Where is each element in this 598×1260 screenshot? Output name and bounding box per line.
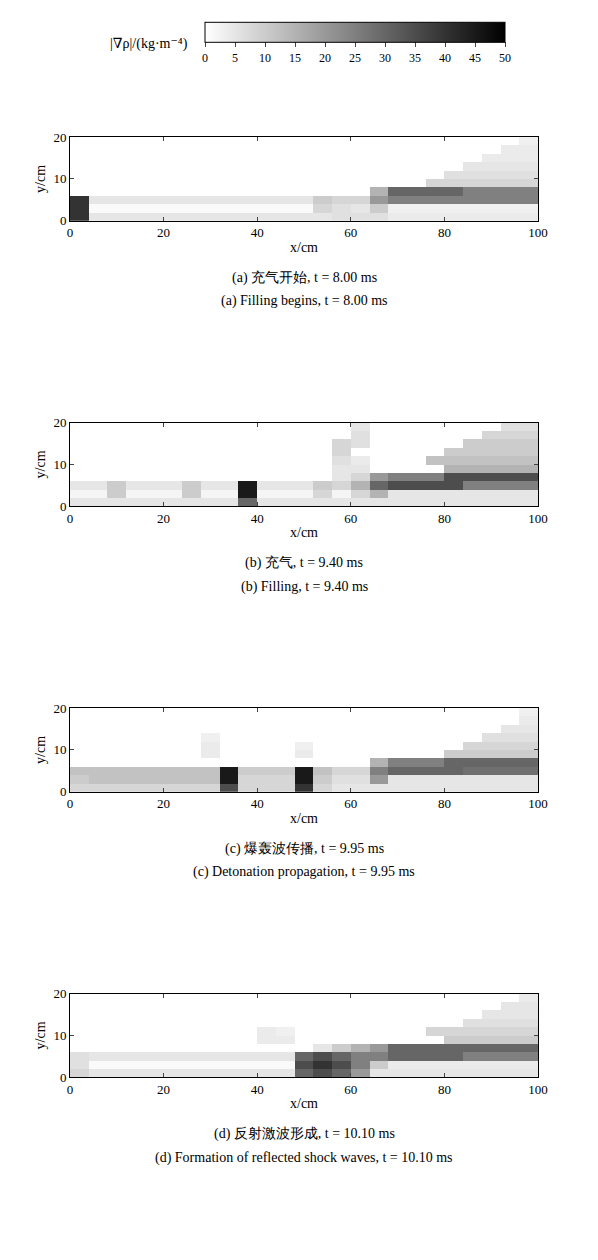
svg-text:10: 10 (53, 171, 66, 186)
svg-text:20: 20 (157, 796, 170, 811)
svg-text:80: 80 (438, 225, 451, 240)
svg-text:0: 0 (202, 51, 208, 65)
svg-text:x/cm: x/cm (290, 240, 318, 255)
svg-text:0: 0 (60, 1070, 67, 1085)
svg-text:45: 45 (469, 51, 481, 65)
svg-text:(d) 反射激波形成, t = 10.10 ms: (d) 反射激波形成, t = 10.10 ms (214, 1126, 395, 1142)
svg-text:(c) Detonation propagation, t: (c) Detonation propagation, t = 9.95 ms (193, 864, 415, 880)
svg-text:10: 10 (53, 742, 66, 757)
svg-text:x/cm: x/cm (290, 525, 318, 540)
svg-text:35: 35 (409, 51, 421, 65)
svg-text:5: 5 (232, 51, 238, 65)
svg-text:100: 100 (528, 225, 548, 240)
svg-text:40: 40 (251, 796, 264, 811)
svg-text:y/cm: y/cm (33, 736, 48, 764)
svg-text:0: 0 (60, 213, 67, 228)
svg-text:60: 60 (344, 511, 357, 526)
svg-text:20: 20 (157, 1082, 170, 1097)
svg-text:60: 60 (344, 225, 357, 240)
svg-text:|∇ρ|/(kg·m⁻⁴): |∇ρ|/(kg·m⁻⁴) (110, 36, 188, 52)
svg-text:0: 0 (60, 499, 67, 514)
svg-text:80: 80 (438, 511, 451, 526)
svg-text:50: 50 (499, 51, 511, 65)
svg-text:60: 60 (344, 796, 357, 811)
svg-text:x/cm: x/cm (290, 811, 318, 826)
svg-text:0: 0 (67, 511, 74, 526)
svg-text:y/cm: y/cm (33, 450, 48, 478)
svg-text:(c) 爆轰波传播, t = 9.95 ms: (c) 爆轰波传播, t = 9.95 ms (225, 841, 384, 857)
svg-text:100: 100 (528, 1082, 548, 1097)
svg-text:80: 80 (438, 1082, 451, 1097)
svg-text:100: 100 (528, 796, 548, 811)
svg-text:10: 10 (259, 51, 271, 65)
svg-text:20: 20 (157, 225, 170, 240)
svg-text:40: 40 (251, 511, 264, 526)
svg-text:40: 40 (439, 51, 451, 65)
svg-text:20: 20 (53, 415, 66, 430)
svg-text:80: 80 (438, 796, 451, 811)
svg-text:15: 15 (289, 51, 301, 65)
svg-text:0: 0 (67, 225, 74, 240)
svg-text:0: 0 (60, 784, 67, 799)
svg-text:y/cm: y/cm (33, 1021, 48, 1049)
svg-text:10: 10 (53, 457, 66, 472)
svg-text:60: 60 (344, 1082, 357, 1097)
svg-text:(a) 充气开始, t = 8.00 ms: (a) 充气开始, t = 8.00 ms (232, 270, 377, 286)
svg-text:0: 0 (67, 1082, 74, 1097)
svg-text:25: 25 (349, 51, 361, 65)
svg-text:(b) Filling, t = 9.40 ms: (b) Filling, t = 9.40 ms (241, 579, 368, 595)
svg-text:(b) 充气, t = 9.40 ms: (b) 充气, t = 9.40 ms (245, 555, 363, 571)
svg-text:20: 20 (53, 130, 66, 145)
svg-text:0: 0 (67, 796, 74, 811)
svg-text:10: 10 (53, 1028, 66, 1043)
svg-text:(a) Filling begins, t = 8.00 m: (a) Filling begins, t = 8.00 ms (221, 293, 388, 309)
svg-text:20: 20 (157, 511, 170, 526)
svg-text:y/cm: y/cm (33, 165, 48, 193)
svg-text:x/cm: x/cm (290, 1096, 318, 1111)
svg-text:(d) Formation of reflected sho: (d) Formation of reflected shock waves, … (155, 1150, 453, 1166)
svg-text:20: 20 (53, 986, 66, 1001)
svg-text:40: 40 (251, 1082, 264, 1097)
svg-text:20: 20 (53, 701, 66, 716)
svg-text:30: 30 (379, 51, 391, 65)
svg-text:20: 20 (319, 51, 331, 65)
svg-text:40: 40 (251, 225, 264, 240)
svg-text:100: 100 (528, 511, 548, 526)
